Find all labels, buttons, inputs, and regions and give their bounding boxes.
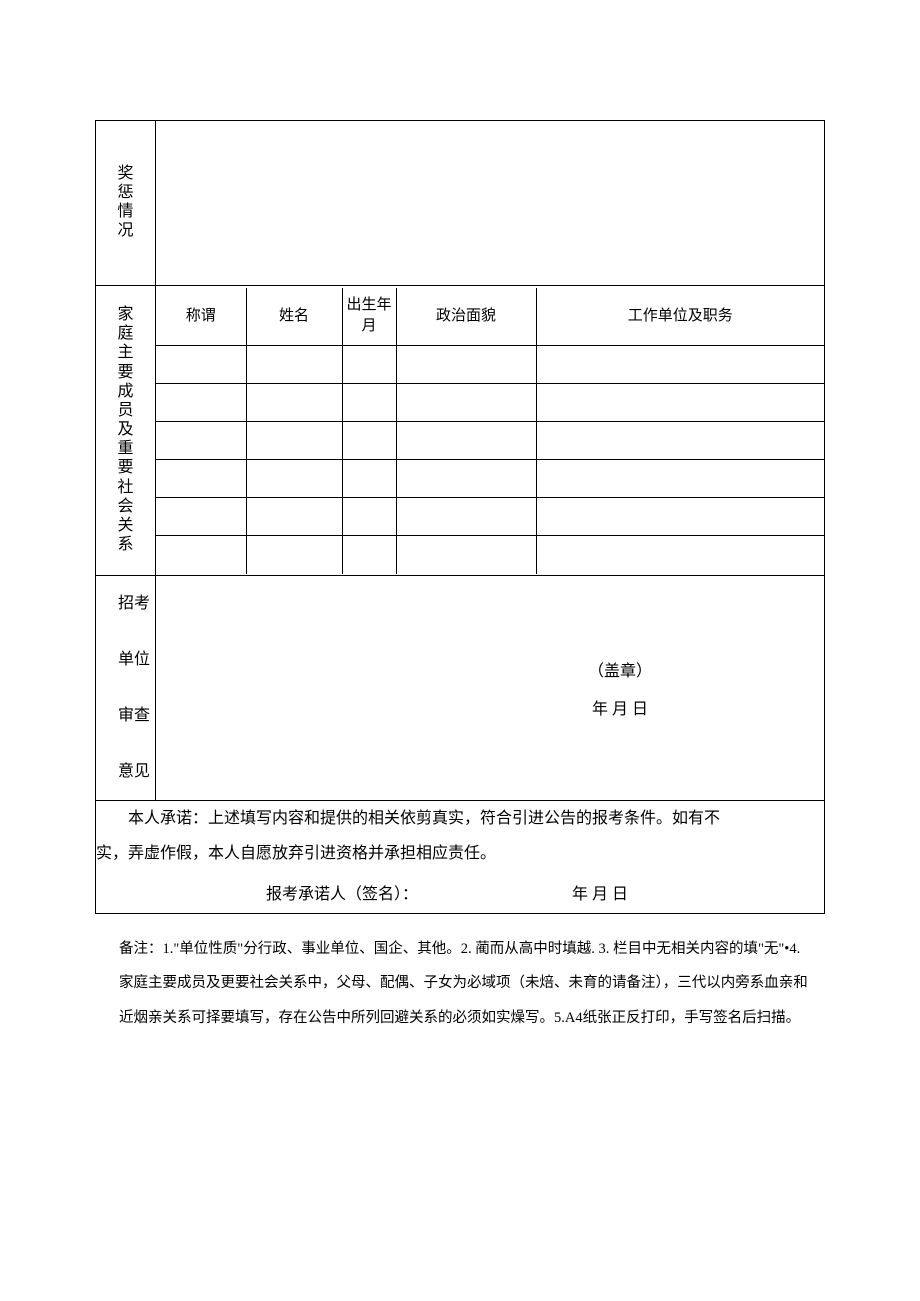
section-reward-body — [156, 121, 825, 286]
review-stamp: （盖章） — [156, 657, 824, 681]
family-header-political: 政治面貌 — [396, 288, 536, 346]
pledge-sign-label: 报考承诺人（签名）： — [266, 877, 418, 912]
notes-text: 备注：1."单位性质"分行政、事业单位、国企、其他。2. 蔺而从高中时填越. 3… — [95, 914, 825, 1036]
family-header-birth: 出生年月 — [342, 288, 396, 346]
family-table: 称谓 姓名 出生年月 政治面貌 工作单位及职务 — [156, 288, 824, 574]
form-table: 奖惩情况 家庭主要成员及重要社会关系 称谓 姓名 出生年月 政治面貌 工作单位及… — [95, 120, 825, 914]
section-review-label: 招考 单位 审查 意见 — [96, 576, 156, 801]
review-date: 年 月 日 — [156, 695, 824, 719]
section-family-label: 家庭主要成员及重要社会关系 — [96, 286, 156, 576]
pledge-sign-line: 报考承诺人（签名）： 年 月 日 — [96, 877, 824, 912]
family-header-work: 工作单位及职务 — [536, 288, 824, 346]
section-review-body: （盖章） 年 月 日 — [156, 576, 825, 801]
section-family-body: 称谓 姓名 出生年月 政治面貌 工作单位及职务 — [156, 286, 825, 576]
section-reward-label: 奖惩情况 — [96, 121, 156, 286]
family-header-title: 称谓 — [156, 288, 246, 346]
pledge-line1: 本人承诺：上述填写内容和提供的相关依剪真实，符合引进公告的报考条件。如有不 — [96, 801, 824, 836]
pledge-line2: 实，弄虚作假，本人自愿放弃引进资格并承担相应责任。 — [96, 836, 824, 871]
family-header-name: 姓名 — [246, 288, 342, 346]
pledge-cell: 本人承诺：上述填写内容和提供的相关依剪真实，符合引进公告的报考条件。如有不 实，… — [96, 801, 825, 914]
pledge-sign-date: 年 月 日 — [572, 877, 628, 912]
